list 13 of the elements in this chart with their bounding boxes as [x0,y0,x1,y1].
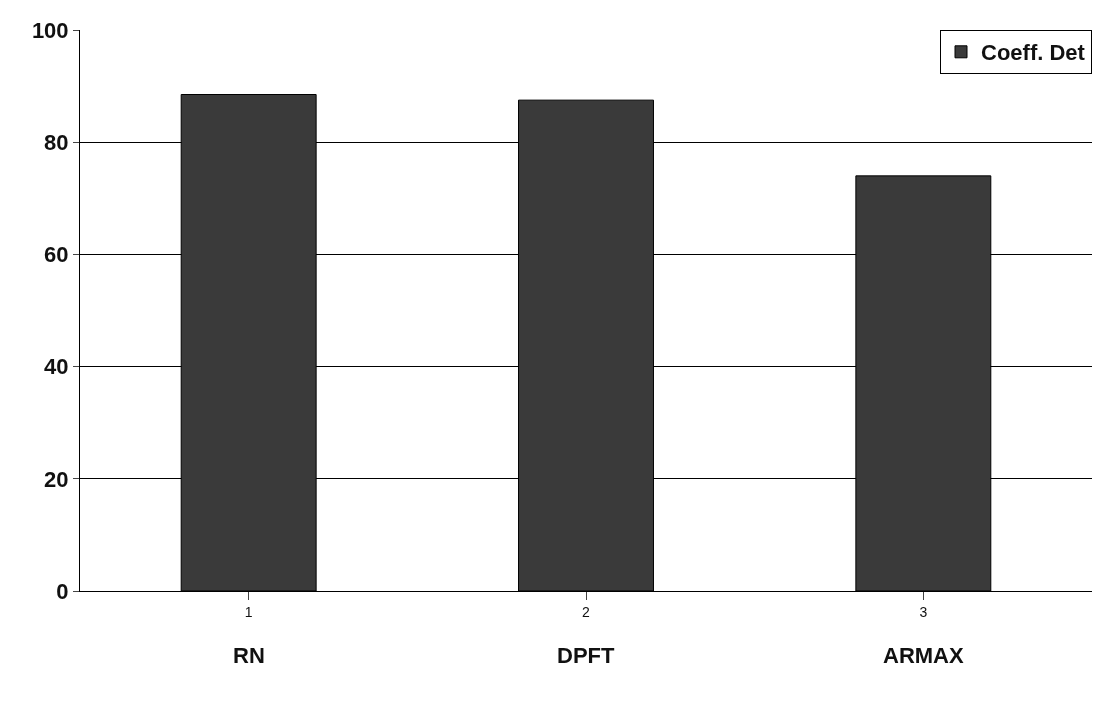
x-tick-label: 3 [919,603,928,620]
y-tick-label: 60 [44,242,69,268]
legend-label: Coeff. Det [981,40,1086,66]
y-tick-label: 100 [31,17,69,43]
text: DPFT [557,643,615,668]
text: ARMAX [883,643,964,668]
x-tick-label: 1 [244,603,253,620]
text: RN [233,643,265,668]
y-tick-label: 20 [44,466,69,492]
y-tick-label: 0 [56,578,69,604]
x-tick-label: 2 [582,603,591,620]
y-tick-label: 40 [44,354,69,380]
y-tick-label: 80 [44,129,69,155]
